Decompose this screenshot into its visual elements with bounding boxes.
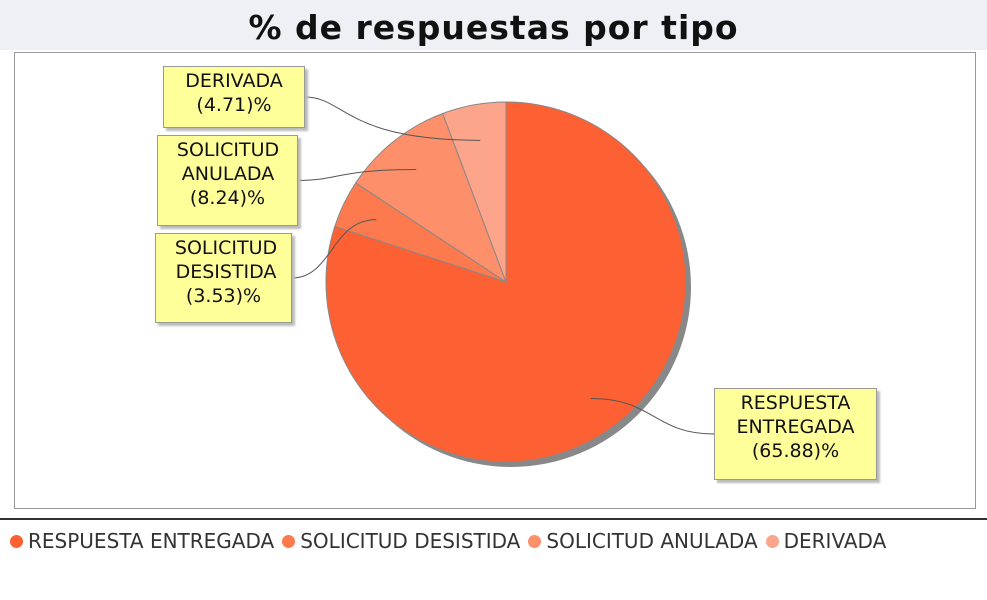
legend-item: RESPUESTA ENTREGADA	[10, 527, 274, 555]
label-value: (65.88)%	[751, 440, 840, 462]
legend-item: DERIVADA	[765, 527, 887, 555]
label-value: (8.24)%	[189, 187, 266, 209]
legend-item: SOLICITUD ANULADA	[528, 527, 758, 555]
pie-slice	[325, 101, 687, 463]
legend-swatch	[282, 534, 296, 548]
slice-label: RESPUESTA ENTREGADA (65.88)%	[714, 388, 877, 480]
legend: RESPUESTA ENTREGADA SOLICITUD DESISTIDA SO…	[10, 527, 910, 555]
legend-label: SOLICITUD ANULADA	[546, 529, 758, 553]
leader-line	[590, 397, 715, 435]
pie-slice	[355, 112, 508, 284]
leader-line	[291, 219, 377, 279]
legend-swatch	[765, 534, 779, 548]
label-name: SOLICITUD ANULADA	[176, 139, 280, 185]
slice-label: SOLICITUD ANULADA (8.24)%	[157, 135, 298, 226]
label-value: (4.71)%	[196, 94, 272, 116]
separator	[0, 518, 987, 520]
legend-swatch	[528, 534, 542, 548]
label-value: (3.53)%	[185, 285, 262, 307]
slice-label: DERIVADA (4.71)%	[163, 66, 305, 128]
legend-item: SOLICITUD DESISTIDA	[282, 527, 520, 555]
leader-line	[304, 96, 481, 141]
pie-slice	[442, 101, 507, 283]
legend-label: DERIVADA	[783, 529, 887, 553]
label-name: SOLICITUD DESISTIDA	[174, 237, 278, 283]
chart-title: % de respuestas por tipo	[248, 8, 739, 47]
slice-label: SOLICITUD DESISTIDA (3.53)%	[155, 233, 292, 323]
legend-label: RESPUESTA ENTREGADA	[28, 529, 275, 553]
label-name: DERIVADA	[185, 70, 283, 92]
label-name: RESPUESTA ENTREGADA	[736, 392, 855, 438]
leader-line	[297, 168, 417, 181]
legend-label: SOLICITUD DESISTIDA	[300, 529, 521, 553]
legend-swatch	[10, 534, 23, 548]
title-bar	[0, 0, 987, 50]
